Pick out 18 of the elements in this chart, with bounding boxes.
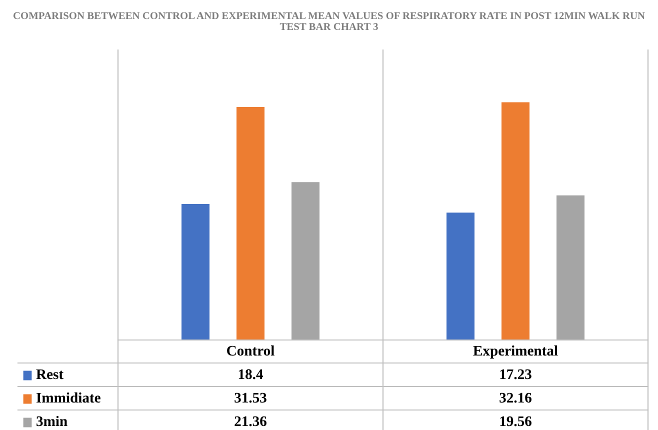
bar <box>292 182 320 340</box>
bar <box>502 102 530 340</box>
x-tick-label: Experimental <box>473 345 558 359</box>
data-label: 32.16 <box>500 392 532 403</box>
legend-label: Immidiate <box>36 392 100 403</box>
bar <box>236 106 264 340</box>
legend-label: Rest <box>36 369 64 380</box>
chart-title: COMPARISON BETWEEN CONTROL AND EXPERIMENTAL MEAN VALUES OF RESPIRATORY RATE IN POST 12MIN WALK RUN TEST BAR CHART 3 <box>13 12 645 30</box>
x-tick-label: Control <box>227 345 274 356</box>
data-label: 19.56 <box>500 416 532 426</box>
data-label: 31.53 <box>234 392 266 403</box>
bar <box>182 204 210 340</box>
data-label: 17.23 <box>500 369 532 380</box>
bar <box>556 195 584 340</box>
bar <box>446 212 474 340</box>
data-label: 18.4 <box>238 369 263 380</box>
legend-label: 3min <box>36 416 68 426</box>
data-label: 21.36 <box>234 416 266 426</box>
